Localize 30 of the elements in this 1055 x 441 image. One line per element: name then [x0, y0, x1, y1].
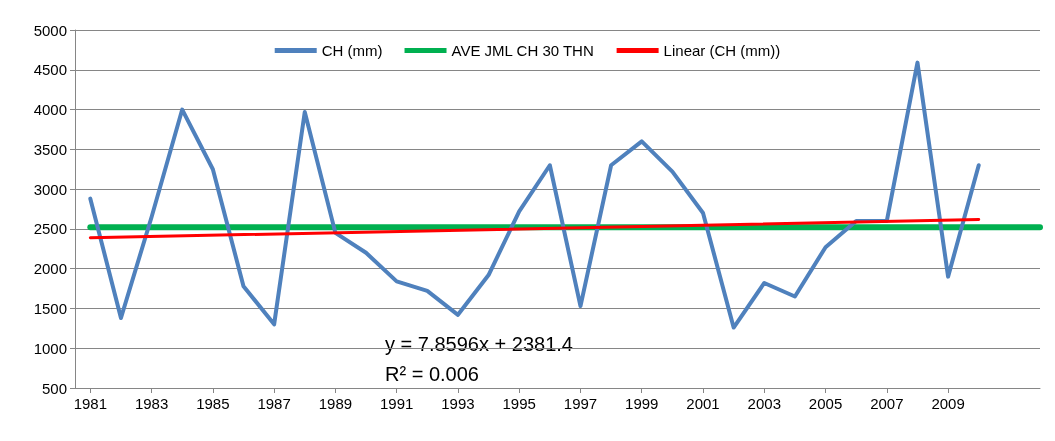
legend-label: CH (mm) [321, 42, 383, 59]
x-tick-label: 2007 [870, 395, 904, 412]
x-tick-label: 1999 [625, 395, 659, 412]
y-tick-label: 1500 [33, 299, 67, 317]
y-tick-label: 3500 [33, 140, 67, 158]
annotation: R² = 0.006 [385, 363, 479, 385]
x-tick-label: 1985 [196, 395, 230, 412]
x-tick-label: 1991 [379, 395, 414, 412]
x-tick-label: 2003 [747, 395, 781, 412]
y-tick-label: 5000 [33, 21, 67, 39]
legend-label: Linear (CH (mm)) [663, 42, 781, 59]
y-tick-label: 3000 [33, 180, 67, 198]
x-tick-label: 1997 [563, 395, 598, 412]
y-tick-label: 2500 [33, 220, 67, 238]
legend-label: AVE JML CH 30 THN [451, 42, 594, 59]
y-tick-label: 4500 [33, 61, 67, 79]
x-tick-label: 2001 [686, 395, 720, 412]
x-tick-label: 2005 [808, 395, 843, 412]
x-tick-label: 1987 [257, 395, 291, 412]
y-tick-label: 2000 [33, 260, 67, 278]
x-tick-label: 1983 [134, 395, 169, 412]
x-tick-label: 1989 [318, 395, 353, 412]
line-series [88, 60, 981, 330]
x-tick-label: 2009 [931, 395, 965, 412]
x-tick-label: 1993 [441, 395, 475, 412]
x-tick-label: 1981 [73, 395, 107, 412]
y-tick-label: 500 [41, 379, 67, 397]
y-tick-label: 4000 [33, 101, 67, 119]
x-tick-label: 1995 [502, 395, 536, 412]
y-tick-label: 1000 [33, 339, 67, 357]
